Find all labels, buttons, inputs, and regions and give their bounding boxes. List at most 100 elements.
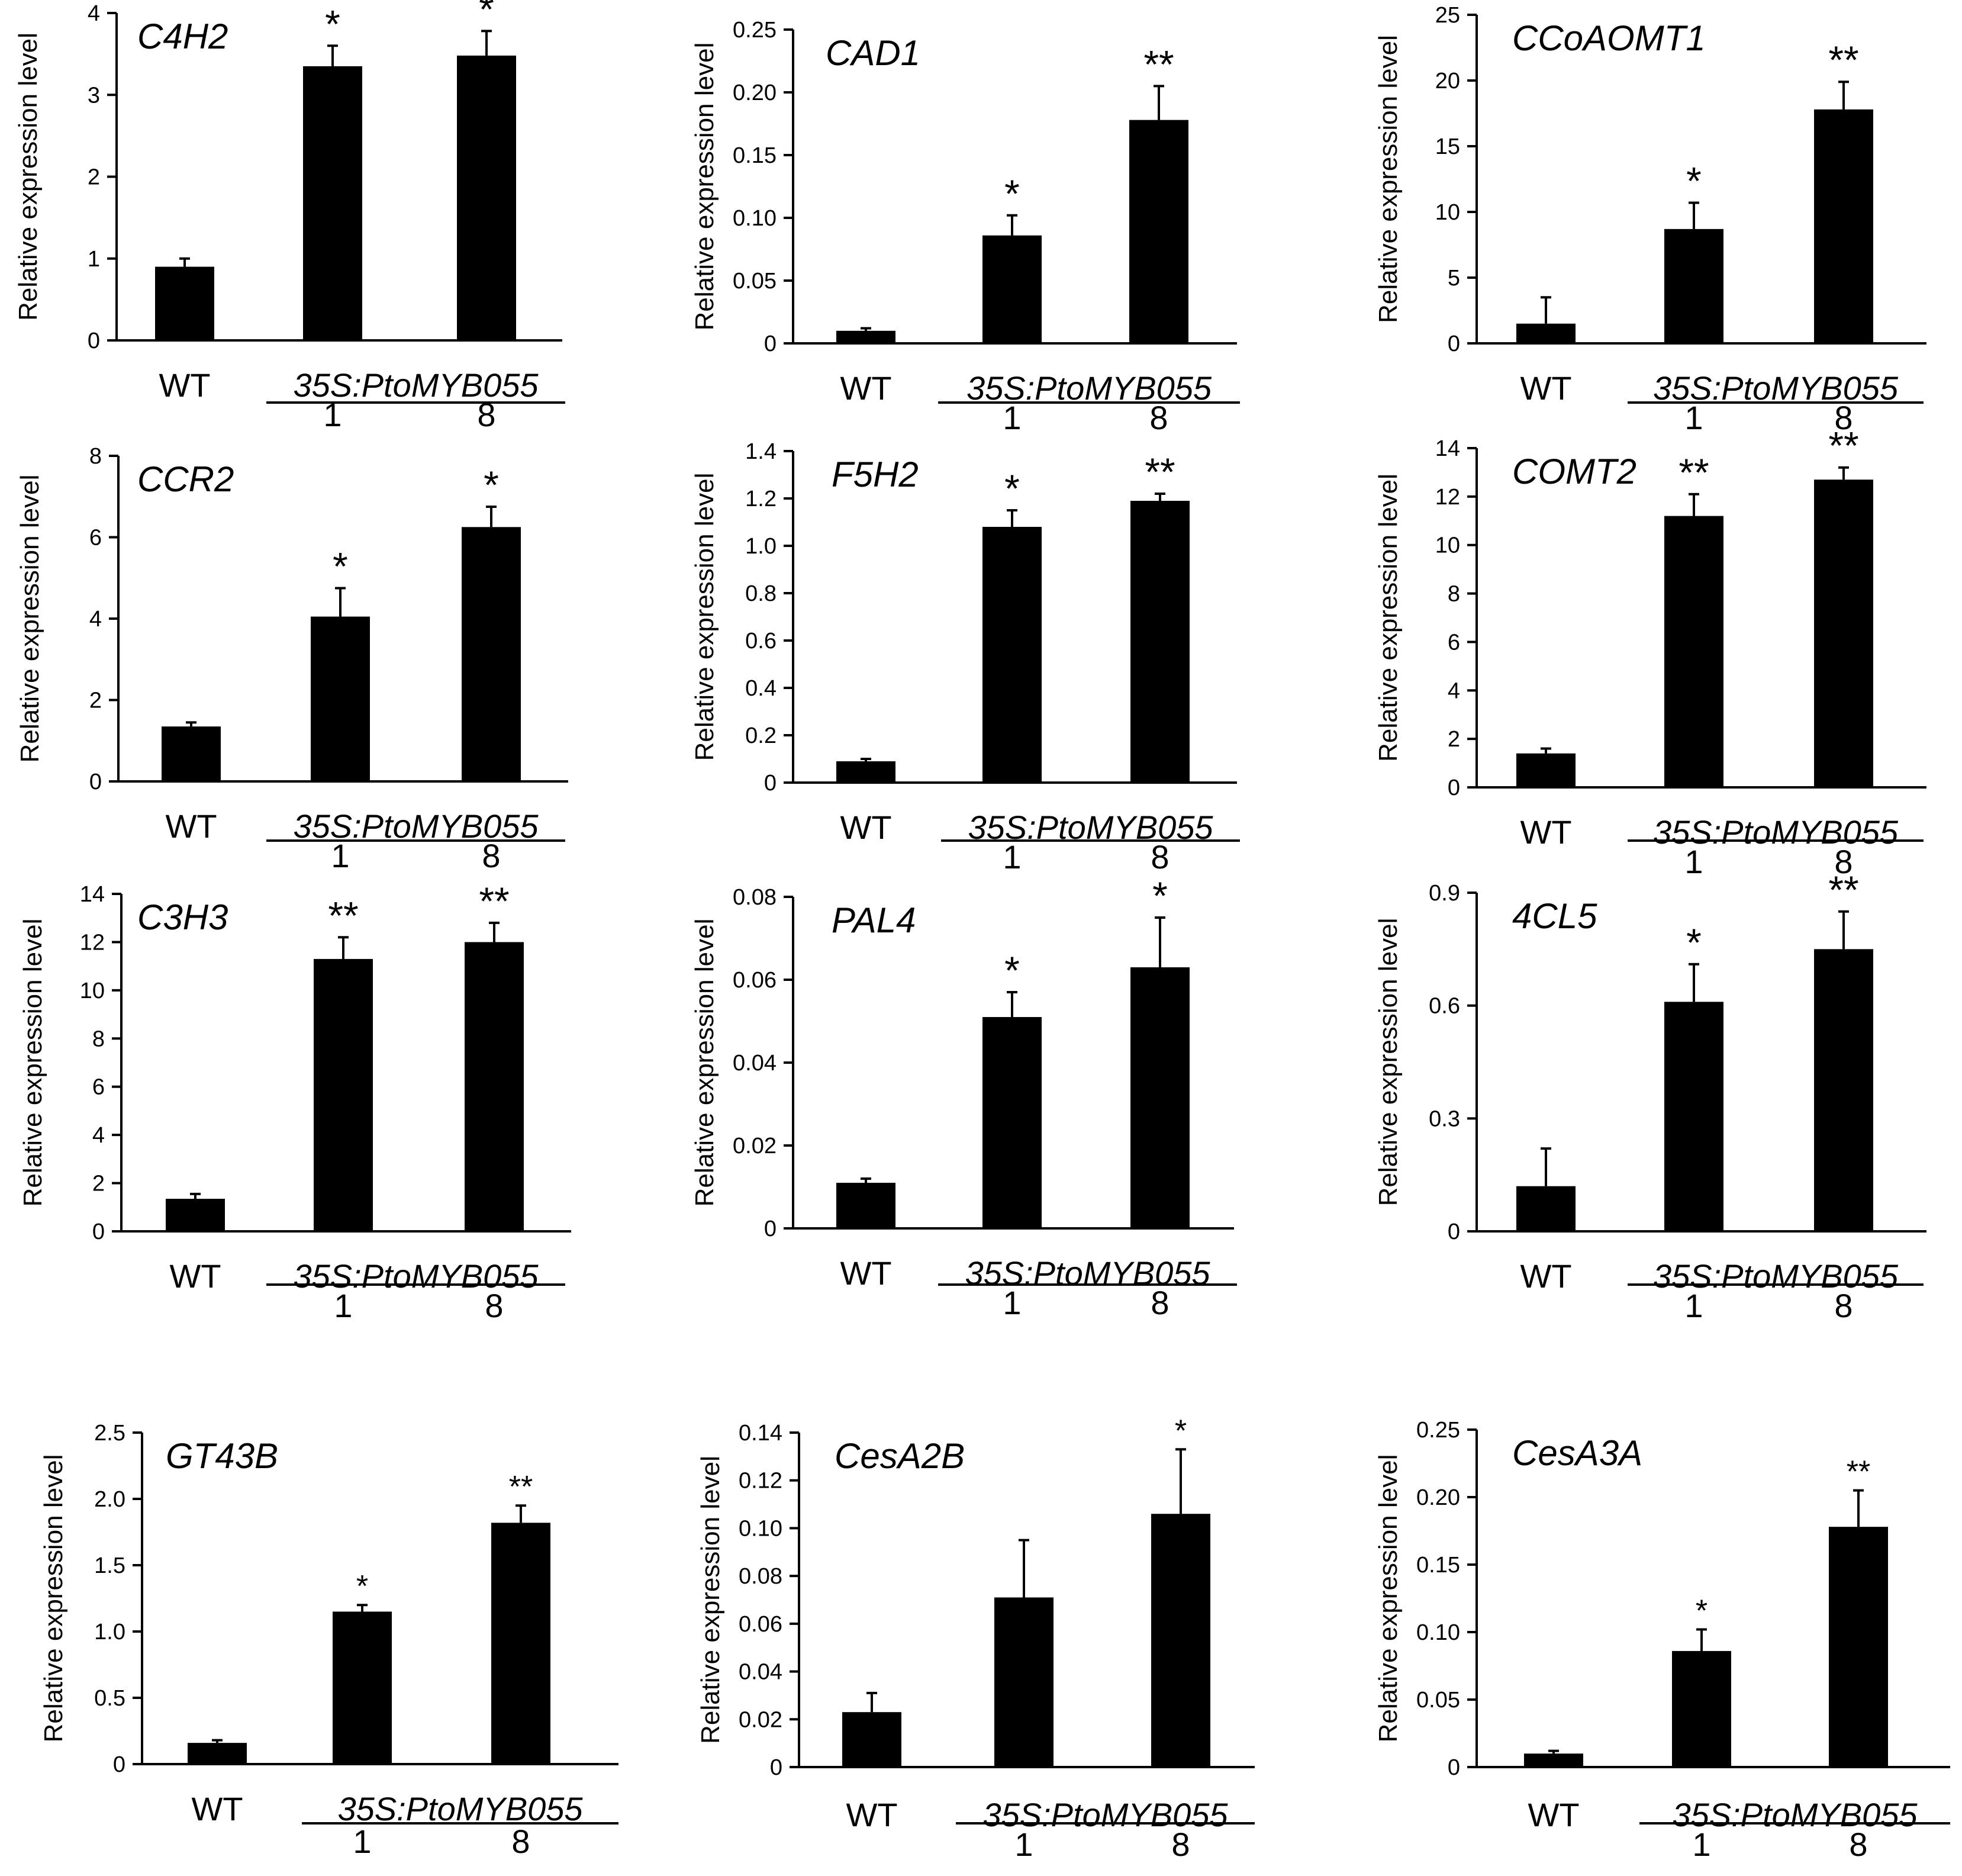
bar-WT [166, 1199, 225, 1231]
category-label-WT: WT [840, 809, 891, 846]
line-label-8: 8 [1151, 838, 1169, 876]
y-tick-label: 0.6 [745, 629, 777, 654]
line-label-8: 8 [485, 1287, 503, 1324]
bar-8 [1829, 1527, 1888, 1767]
y-tick-label: 0.10 [1416, 1620, 1460, 1645]
bar-WT [1524, 1753, 1583, 1767]
y-tick-label: 0.20 [733, 81, 777, 105]
group-label: 35S:PtoMYB055 [1672, 1796, 1918, 1833]
y-axis-label: Relative expression level [690, 43, 719, 331]
group-label: 35S:PtoMYB055 [293, 366, 539, 404]
line-label-8: 8 [511, 1823, 530, 1860]
significance-marker: ** [479, 879, 509, 923]
line-label-8: 8 [477, 396, 495, 433]
panel-PAL4: 0 0.02 0.04 0.06 0.08 Relative expression lev… [690, 874, 1237, 1321]
bar-WT [836, 1183, 895, 1228]
y-tick-label: 4 [89, 607, 102, 632]
line-label-1: 1 [1003, 399, 1021, 436]
category-label-WT: WT [846, 1796, 897, 1833]
y-tick-label: 2.0 [94, 1487, 125, 1512]
y-tick-label: 0.25 [1416, 1418, 1460, 1443]
group-label: 35S:PtoMYB055 [1653, 369, 1899, 407]
y-tick-label: 20 [1435, 69, 1460, 94]
gene-title: F5H2 [832, 455, 919, 494]
y-tick-label: 2.5 [94, 1421, 125, 1446]
y-tick-label: 0.10 [733, 206, 777, 231]
group-label: 35S:PtoMYB055 [1653, 813, 1899, 851]
y-tick-label: 4 [92, 1123, 105, 1148]
y-tick-label: 0.9 [1429, 881, 1460, 906]
y-tick-label: 10 [1435, 200, 1460, 225]
gene-title: CesA2B [835, 1436, 965, 1476]
y-tick-label: 0.05 [733, 269, 777, 294]
y-tick-label: 0.20 [1416, 1485, 1460, 1510]
bar-8 [1130, 501, 1190, 783]
y-axis-label: Relative expression level [1374, 918, 1403, 1206]
bar-1 [1664, 229, 1723, 343]
y-tick-label: 1 [88, 247, 100, 272]
y-axis-label: Relative expression level [690, 919, 719, 1207]
significance-marker: * [333, 544, 348, 588]
bar-WT [836, 330, 895, 343]
y-tick-label: 0.8 [745, 581, 777, 606]
bar-8 [457, 55, 516, 340]
significance-marker: * [1175, 1414, 1187, 1448]
y-axis-label: Relative expression level [696, 1456, 725, 1744]
y-tick-label: 0.4 [745, 676, 777, 701]
y-tick-label: 2 [92, 1172, 105, 1196]
significance-marker: ** [1828, 424, 1858, 468]
category-label-WT: WT [165, 807, 217, 845]
y-tick-label: 0 [113, 1752, 125, 1777]
significance-marker: ** [1145, 450, 1175, 494]
significance-marker: * [479, 0, 494, 31]
significance-marker: * [325, 2, 340, 46]
bar-WT [1516, 1186, 1576, 1231]
y-axis-label: Relative expression level [1374, 1455, 1403, 1743]
y-tick-label: 1.0 [745, 534, 777, 559]
y-tick-label: 0.05 [1416, 1688, 1460, 1713]
y-tick-label: 4 [1448, 678, 1460, 703]
gene-title: C4H2 [137, 17, 228, 56]
significance-marker: * [484, 463, 499, 507]
y-tick-label: 4 [88, 1, 100, 26]
y-tick-label: 12 [80, 930, 105, 955]
significance-marker: * [356, 1569, 368, 1604]
bar-8 [1814, 109, 1873, 343]
y-tick-label: 8 [89, 444, 102, 469]
y-axis-label: Relative expression level [14, 33, 43, 321]
line-label-8: 8 [1151, 1284, 1169, 1321]
category-label-WT: WT [159, 366, 210, 404]
panel-COMT2: 0 2 4 6 8 10 12 14 Relative expression level COMT… [1374, 424, 1926, 880]
y-tick-label: 0.06 [733, 968, 777, 993]
gene-title: CesA3A [1512, 1433, 1642, 1473]
bar-1 [1664, 1002, 1723, 1231]
panel-CesA2B: 0 0.02 0.04 0.06 0.08 0.10 0.12 0.14 Relative ex… [696, 1414, 1255, 1863]
bar-8 [1814, 949, 1873, 1231]
significance-marker: * [1686, 159, 1702, 202]
group-label: 35S:PtoMYB055 [337, 1790, 583, 1827]
y-tick-label: 6 [89, 526, 102, 551]
y-tick-label: 0.04 [733, 1051, 777, 1076]
group-label: 35S:PtoMYB055 [966, 369, 1212, 407]
bar-8 [462, 527, 521, 781]
y-tick-label: 15 [1435, 134, 1460, 159]
line-label-1: 1 [1684, 1287, 1703, 1324]
y-tick-label: 14 [1435, 436, 1460, 461]
line-label-1: 1 [1684, 399, 1703, 436]
y-tick-label: 0.2 [745, 723, 777, 748]
y-tick-label: 0.04 [739, 1660, 782, 1685]
y-tick-label: 0 [88, 329, 100, 353]
line-label-1: 1 [1003, 838, 1021, 876]
y-tick-label: 0.6 [1429, 994, 1460, 1019]
line-label-8: 8 [1171, 1826, 1190, 1863]
y-tick-label: 25 [1435, 3, 1460, 28]
bar-8 [1130, 967, 1190, 1228]
significance-marker: * [1696, 1594, 1708, 1628]
bar-8 [1814, 480, 1873, 787]
y-tick-label: 0.02 [739, 1707, 782, 1732]
panel-4CL5: 0 0.3 0.6 0.9 Relative expression level 4CL5 *… [1374, 868, 1926, 1324]
category-label-WT: WT [1528, 1796, 1579, 1833]
significance-marker: * [1152, 874, 1168, 918]
bar-WT [1516, 753, 1576, 787]
panel-GT43B: 0 0.5 1.0 1.5 2.0 2.5 Relative expression leve… [39, 1421, 618, 1860]
